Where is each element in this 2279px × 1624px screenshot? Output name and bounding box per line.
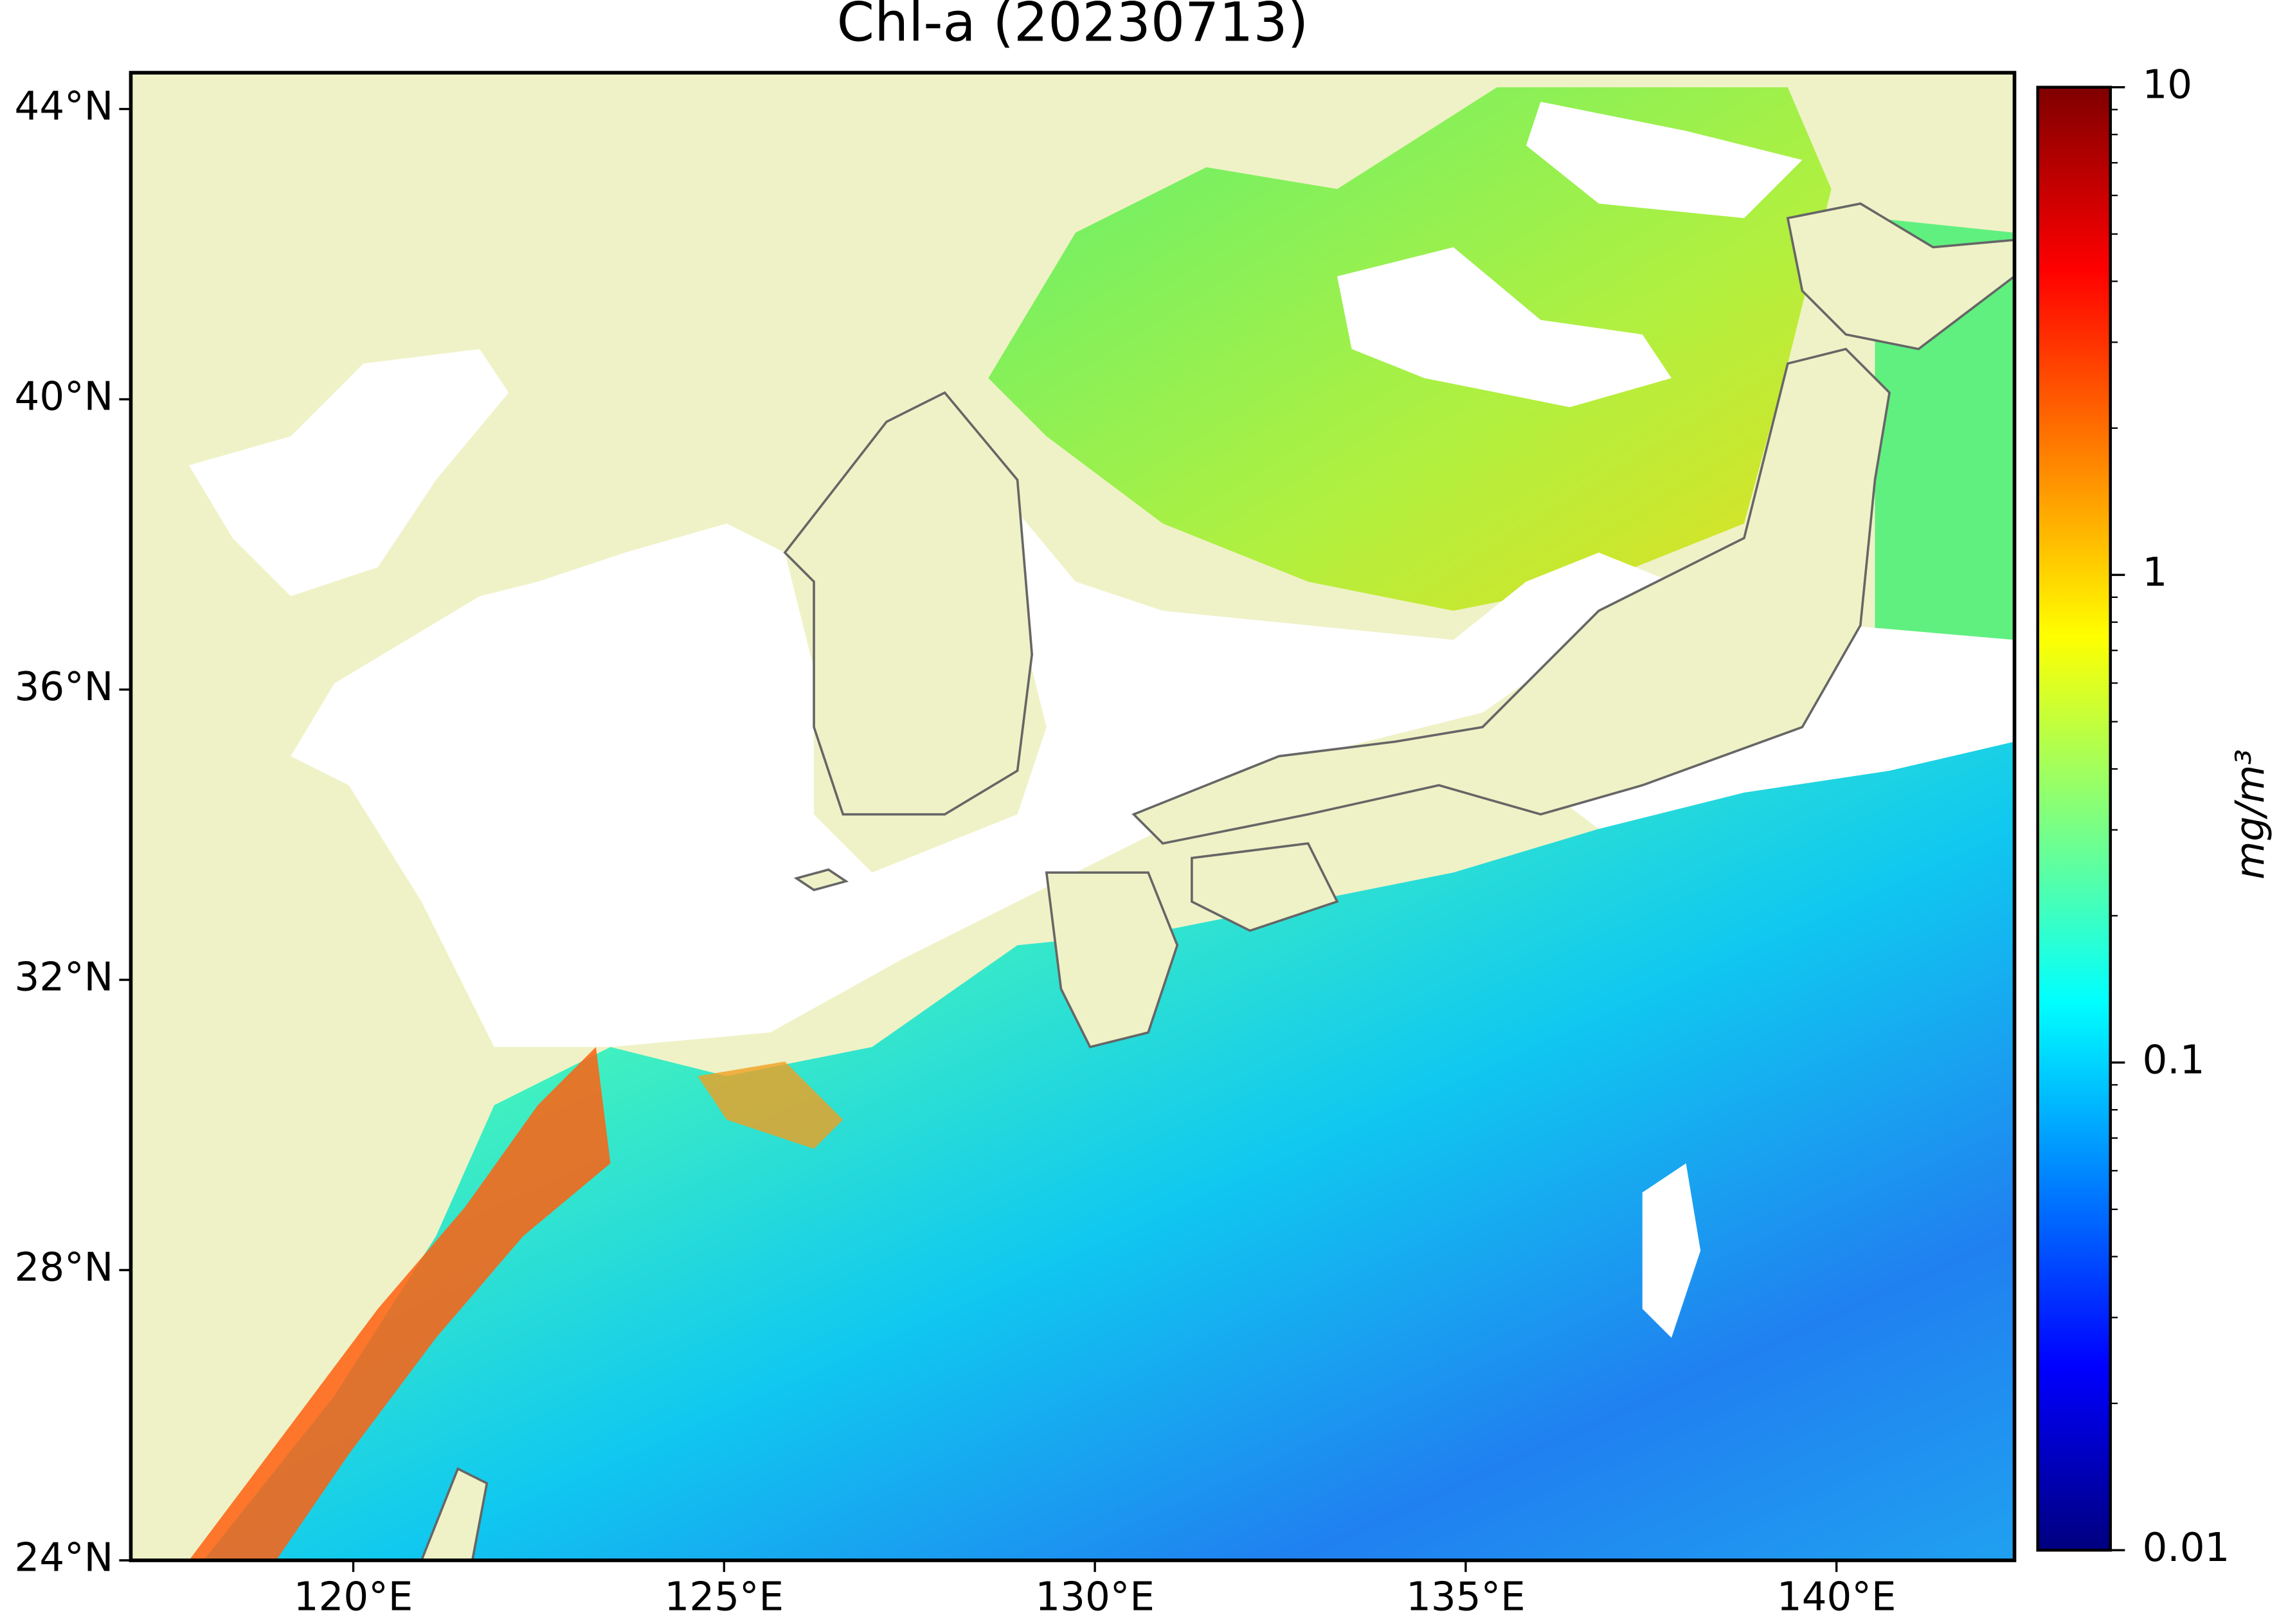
y-tick-label: 32°N [15,955,114,1000]
colorbar-tick-label: 1 [2142,550,2167,595]
map-frame [129,71,2017,1562]
y-tick-label: 44°N [15,84,114,129]
x-tick-label: 125°E [665,1574,784,1620]
colorbar [2036,86,2112,1552]
x-tick-label: 130°E [1035,1574,1155,1620]
x-tick-label: 140°E [1777,1574,1896,1620]
cloud [1337,247,1671,408]
y-tick-label: 36°N [15,664,114,710]
honshu [1131,347,1891,845]
taiwan [420,1467,489,1561]
hokkaido [1786,202,2015,350]
no-data [188,348,509,597]
cloud [1526,102,1803,219]
map-image [131,73,2015,1561]
coastal-bloom [188,1047,611,1561]
y-tick-label: 28°N [15,1245,114,1290]
y-tick-label: 24°N [15,1535,114,1581]
colorbar-label: mg/m³ [2228,749,2273,880]
chl-field-south [203,741,2015,1561]
y-tick-label: 40°N [15,374,114,420]
kyushu [1045,871,1179,1049]
cloud [1642,1163,1701,1338]
title: Chl-a (20230713) [837,0,1309,54]
shikoku [1191,842,1339,932]
coastal-bloom [698,1061,843,1149]
colorbar-tick-label: 0.01 [2142,1525,2229,1571]
x-tick-label: 135°E [1406,1574,1526,1620]
no-data [291,494,1671,1047]
korea [783,391,1034,816]
colorbar-tick-label: 10 [2142,62,2192,107]
x-tick-label: 120°E [294,1574,413,1620]
colorbar-tick-label: 0.1 [2142,1037,2204,1083]
jeju [793,868,849,892]
